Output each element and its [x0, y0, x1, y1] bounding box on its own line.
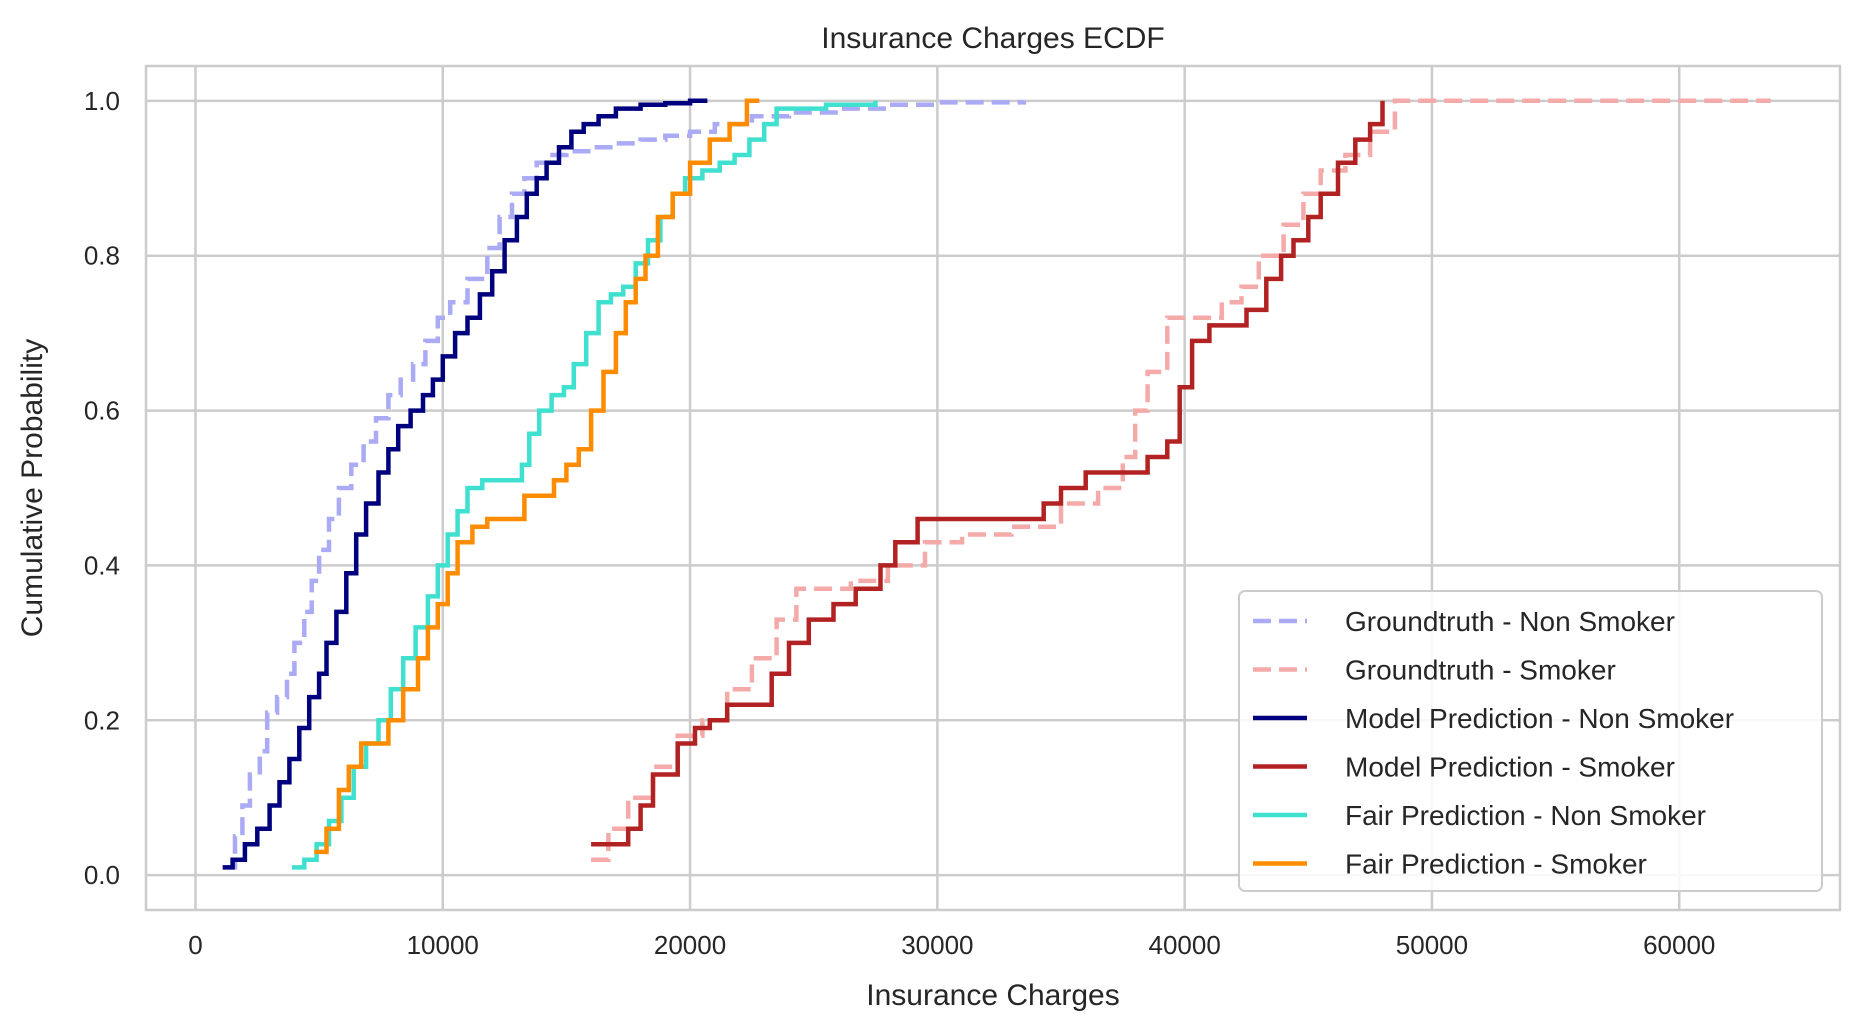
series-layer — [222, 98, 1771, 870]
legend-label: Model Prediction - Smoker — [1345, 752, 1675, 783]
y-tick-label: 1.0 — [84, 86, 120, 116]
series-line-0 — [222, 100, 1027, 870]
y-tick-label: 0.2 — [84, 705, 120, 735]
y-axis-ticks: 0.0 0.2 0.4 0.6 0.8 1.0 — [84, 86, 120, 890]
legend-label: Groundtruth - Smoker — [1345, 655, 1616, 686]
legend: Groundtruth - Non Smoker Groundtruth - Sm… — [1238, 590, 1823, 892]
series-line-5 — [314, 98, 760, 855]
y-tick-label: 0.0 — [84, 860, 120, 890]
y-tick-label: 0.8 — [84, 241, 120, 271]
chart-title: Insurance Charges ECDF — [821, 22, 1164, 55]
y-axis-label: Cumulative Probability — [16, 339, 49, 637]
x-axis-ticks: 0 10000 20000 30000 40000 50000 60000 — [188, 930, 1715, 960]
y-tick-label: 0.6 — [84, 396, 120, 426]
x-tick-label: 60000 — [1643, 930, 1715, 960]
x-tick-label: 0 — [188, 930, 202, 960]
x-axis-label: Insurance Charges — [866, 979, 1119, 1012]
legend-label: Fair Prediction - Smoker — [1345, 849, 1647, 880]
x-tick-label: 50000 — [1396, 930, 1468, 960]
x-tick-label: 40000 — [1149, 930, 1221, 960]
legend-label: Fair Prediction - Non Smoker — [1345, 800, 1706, 831]
x-tick-label: 30000 — [901, 930, 973, 960]
legend-label: Model Prediction - Non Smoker — [1345, 703, 1734, 734]
plot-frame — [144, 64, 1842, 912]
x-tick-label: 20000 — [654, 930, 726, 960]
legend-label: Groundtruth - Non Smoker — [1345, 606, 1675, 637]
series-line-3 — [591, 100, 1385, 847]
x-tick-label: 10000 — [407, 930, 479, 960]
series-line-4 — [291, 100, 878, 870]
legend-box — [1238, 590, 1823, 892]
series-line-2 — [222, 98, 708, 870]
y-tick-label: 0.4 — [84, 550, 120, 580]
